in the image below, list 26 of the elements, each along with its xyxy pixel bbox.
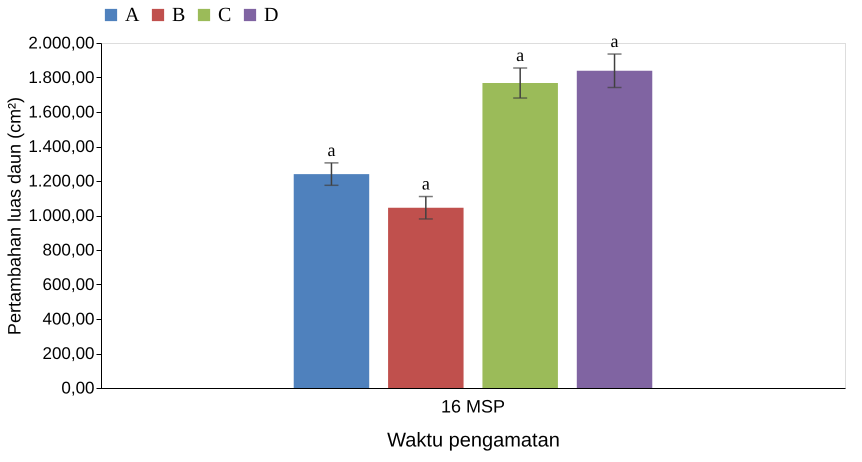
y-axis-title: Pertambahan luas daun (cm²)	[4, 96, 24, 336]
y-tick-label: 400,00	[42, 310, 94, 328]
legend-label: C	[218, 4, 232, 26]
data-label: a	[327, 140, 336, 160]
y-tick-label: 0,00	[61, 378, 94, 398]
y-tick-label: 1.800,00	[28, 68, 94, 87]
y-tick-label: 1.400,00	[28, 137, 94, 156]
x-tick-label: 16 MSP	[440, 396, 506, 416]
legend-label: B	[172, 4, 186, 26]
data-label: a	[610, 31, 619, 52]
y-tick-label: 200,00	[42, 344, 94, 363]
bar	[576, 70, 652, 388]
y-tick-label: 1.200,00	[28, 172, 94, 190]
bar	[482, 83, 558, 388]
y-tick-label: 800,00	[42, 240, 94, 260]
data-label: a	[422, 174, 430, 194]
legend-label: A	[125, 4, 140, 26]
y-tick-label: 2.000,00	[28, 34, 94, 52]
bar	[294, 174, 370, 388]
x-axis-title: Waktu pengamatan	[387, 430, 560, 452]
legend-label: D	[264, 4, 278, 26]
y-tick-label: 1.000,00	[28, 206, 94, 225]
y-tick-label: 1.600,00	[28, 102, 94, 122]
bar	[388, 208, 464, 388]
y-tick-label: 600,00	[42, 275, 94, 294]
data-label: a	[516, 45, 524, 66]
